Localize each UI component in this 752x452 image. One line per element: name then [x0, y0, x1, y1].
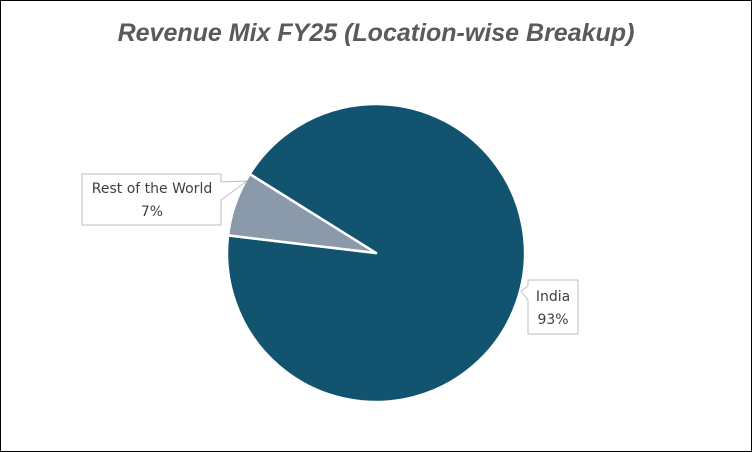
callout-rest-of-world: Rest of the World 7%: [81, 173, 249, 226]
slice-label-india: India: [536, 289, 570, 305]
slice-value-rest-of-world: 7%: [141, 204, 163, 220]
callout-box-rest-of-world: [81, 173, 249, 226]
chart-title: Revenue Mix FY25 (Location-wise Breakup): [117, 19, 635, 47]
slice-label-rest-of-world: Rest of the World: [92, 181, 212, 197]
pie-slice-rest-of-the-world: [226, 172, 378, 255]
callout-box-india: [520, 279, 579, 335]
callout-india: India 93%: [520, 279, 579, 335]
pie-slices: [225, 102, 527, 404]
slice-value-india: 93%: [537, 312, 568, 328]
